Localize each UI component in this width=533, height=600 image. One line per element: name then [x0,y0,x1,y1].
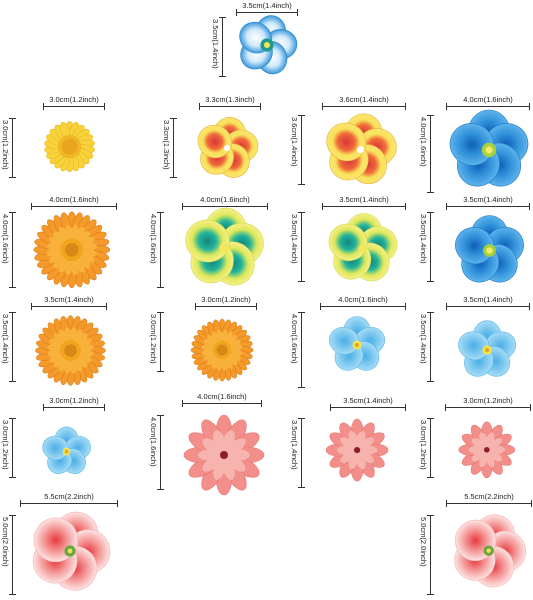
height-dimension-line [170,118,177,178]
height-dimension-line [427,115,434,193]
height-label: 3.0cm(1.2inch) [149,314,158,364]
height-dimension-line [9,212,16,288]
yellow-teal-flower-icon [180,204,268,297]
yellow-teal-flower-icon [324,210,401,292]
height-dimension-line [427,418,434,478]
light-blue-flower-icon [324,312,390,383]
width-label: 3.0cm(1.2inch) [49,95,99,104]
height-dimension-line [157,415,164,490]
width-label: 3.5cm(1.4inch) [339,195,389,204]
height-label: 3.5cm(1.4inch) [211,19,220,69]
width-label: 3.5cm(1.4inch) [343,396,393,405]
light-blue-flower-icon [453,316,521,389]
yellow-red-flower-icon [321,110,400,194]
width-label: 3.5cm(1.4inch) [44,295,94,304]
height-dimension-line [9,312,16,382]
width-label: 4.0cm(1.6inch) [49,195,99,204]
pink-daisy-icon [180,411,268,504]
height-dimension-line [9,515,16,595]
height-dimension-line [9,118,16,178]
width-label: 4.0cm(1.6inch) [200,195,250,204]
height-label: 4.0cm(1.6inch) [419,117,428,167]
height-dimension-line [9,418,16,478]
width-label: 3.6cm(1.4inch) [339,95,389,104]
pink-hibiscus-icon [26,507,114,600]
width-dimension-line [445,404,531,411]
height-label: 3.5cm(1.4inch) [419,314,428,364]
blue-white-petunia-icon [234,12,300,83]
width-dimension-line [182,400,262,407]
width-label: 3.0cm(1.2inch) [201,295,251,304]
width-dimension-line [330,404,406,411]
blue-petunia-icon [451,212,528,294]
height-label: 3.6cm(1.4inch) [290,117,299,167]
width-dimension-line [446,303,530,310]
width-label: 3.0cm(1.2inch) [49,396,99,405]
width-dimension-line [182,203,268,210]
width-label: 3.3cm(1.3inch) [205,95,255,104]
width-dimension-line [20,500,118,507]
width-dimension-line [236,9,298,16]
width-dimension-line [31,203,117,210]
height-dimension-line [427,212,434,282]
width-dimension-line [446,203,530,210]
height-dimension-line [427,312,434,382]
height-label: 4.0cm(1.6inch) [290,314,299,364]
width-dimension-line [446,500,532,507]
width-dimension-line [199,103,261,110]
pink-daisy-icon [456,419,518,486]
height-label: 3.5cm(1.4inch) [290,420,299,470]
width-label: 3.5cm(1.4inch) [242,1,292,10]
height-dimension-line [298,418,305,488]
width-dimension-line [43,103,105,110]
yellow-red-flower-icon [193,114,261,187]
height-label: 3.5cm(1.4inch) [290,214,299,264]
height-dimension-line [298,212,305,282]
height-dimension-line [157,312,164,372]
height-dimension-line [298,312,305,388]
height-label: 3.0cm(1.2inch) [419,420,428,470]
width-label: 3.0cm(1.2inch) [463,396,513,405]
light-blue-flower-icon [38,423,95,485]
pink-hibiscus-icon [448,510,529,596]
width-label: 4.0cm(1.6inch) [197,392,247,401]
width-label: 3.5cm(1.4inch) [463,195,513,204]
width-dimension-line [320,303,406,310]
pink-daisy-icon [323,416,391,489]
height-label: 4.0cm(1.6inch) [1,214,10,264]
height-label: 3.3cm(1.3inch) [162,120,171,170]
height-dimension-line [298,115,305,185]
orange-gerbera-icon [188,316,256,389]
width-dimension-line [195,303,257,310]
height-label: 4.0cm(1.6inch) [149,214,158,264]
width-dimension-line [446,103,530,110]
width-dimension-line [31,303,107,310]
width-dimension-line [43,404,105,411]
height-dimension-line [157,212,164,288]
height-label: 3.0cm(1.2inch) [1,420,10,470]
height-label: 5.0cm(2.0inch) [1,517,10,567]
orange-gerbera-icon [32,312,109,394]
height-label: 5.0cm(2.0inch) [419,517,428,567]
height-dimension-line [427,515,434,595]
height-label: 3.5cm(1.4inch) [1,314,10,364]
yellow-daisy-icon [41,118,98,180]
orange-gerbera-icon [30,208,114,297]
width-dimension-line [322,103,406,110]
height-label: 3.5cm(1.4inch) [419,214,428,264]
width-dimension-line [322,203,406,210]
height-label: 4.0cm(1.6inch) [149,417,158,467]
height-dimension-line [219,17,226,77]
width-label: 3.5cm(1.4inch) [463,295,513,304]
width-label: 5.5cm(2.2inch) [44,492,94,501]
height-label: 3.0cm(1.2inch) [1,120,10,170]
width-label: 4.0cm(1.6inch) [338,295,388,304]
width-label: 5.5cm(2.2inch) [464,492,514,501]
blue-petunia-icon [445,106,533,199]
width-label: 4.0cm(1.6inch) [463,95,513,104]
